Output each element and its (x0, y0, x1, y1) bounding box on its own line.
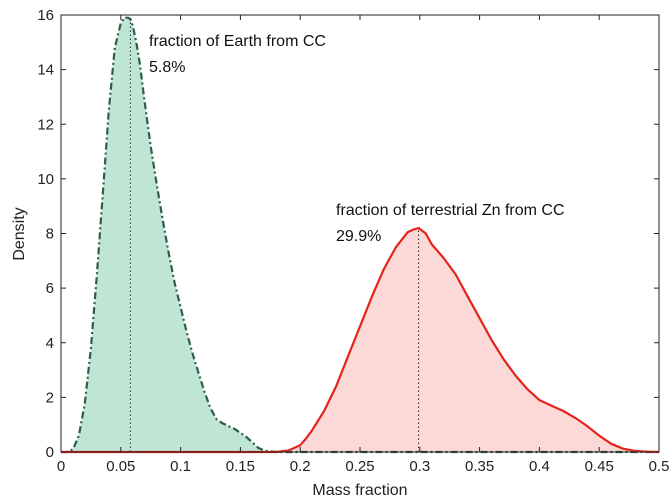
y-tick-label: 16 (37, 7, 54, 24)
annotation-zn-label: fraction of terrestrial Zn from CC (336, 202, 565, 219)
y-tick-label: 2 (46, 389, 54, 406)
series-1-line (61, 226, 660, 454)
series-lines (61, 16, 660, 454)
series-fills (61, 17, 659, 452)
y-tick-label: 10 (37, 171, 54, 188)
annotation-earth-label: fraction of Earth from CC (149, 33, 326, 50)
x-tick-label: 0.4 (529, 458, 550, 475)
x-tick-label: 0.45 (585, 458, 614, 475)
x-axis-label: Mass fraction (312, 482, 407, 499)
series-1-area (61, 228, 659, 452)
y-tick-label: 8 (46, 226, 54, 243)
y-tick-label: 12 (37, 116, 54, 133)
median-markers (129, 19, 420, 452)
x-tick-label: 0 (57, 458, 65, 475)
series-0-line (61, 16, 659, 454)
x-tick-label: 0.5 (649, 458, 670, 475)
x-tick-label: 0.05 (106, 458, 135, 475)
annotation-earth-value: 5.8% (149, 59, 185, 76)
x-axis-ticks: 0 0.05 0.1 0.15 0.2 0.25 0.3 0.35 0.4 0.45 0.5 (57, 15, 670, 475)
y-axis-ticks: 0 2 4 6 8 10 12 14 16 (37, 7, 659, 461)
x-tick-label: 0.1 (170, 458, 191, 475)
y-axis-label: Density (11, 207, 28, 260)
series-0-area (61, 17, 659, 452)
y-tick-label: 4 (46, 335, 54, 352)
annotation-zn-value: 29.9% (336, 228, 381, 245)
y-tick-label: 0 (46, 444, 54, 461)
y-tick-label: 14 (37, 62, 54, 79)
x-tick-label: 0.15 (226, 458, 255, 475)
x-tick-label: 0.35 (465, 458, 494, 475)
y-tick-label: 6 (46, 280, 54, 297)
x-tick-label: 0.3 (409, 458, 430, 475)
x-tick-label: 0.2 (290, 458, 311, 475)
x-tick-label: 0.25 (345, 458, 374, 475)
